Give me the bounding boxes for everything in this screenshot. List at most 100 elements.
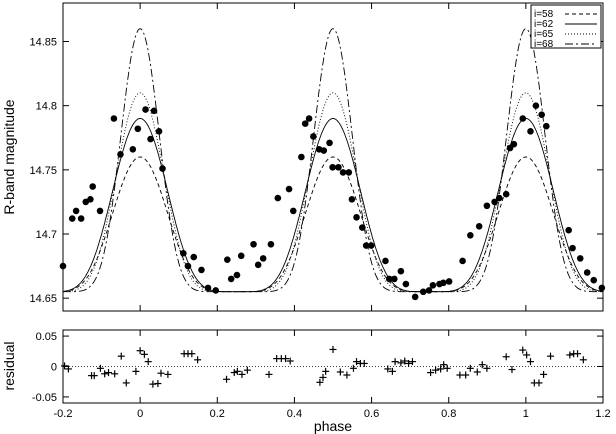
residual-point — [432, 366, 440, 374]
residual-point — [579, 356, 587, 364]
residual-point — [96, 364, 104, 372]
residual-point — [437, 365, 445, 373]
observed-point — [502, 190, 510, 198]
observed-point — [237, 252, 245, 260]
observed-point — [510, 140, 518, 148]
residual-point — [164, 370, 172, 378]
residual-point — [547, 352, 555, 360]
observed-point — [335, 163, 342, 171]
observed-point — [204, 284, 212, 292]
observed-point — [483, 202, 491, 210]
residual-point — [238, 370, 246, 378]
observed-point — [425, 287, 433, 294]
observed-point — [475, 223, 483, 230]
y-tick-label: 14.85 — [29, 37, 57, 49]
residual-point — [397, 359, 405, 367]
residual-point — [286, 357, 294, 365]
observed-point — [150, 107, 158, 115]
observed-point — [301, 120, 309, 127]
observed-point — [72, 207, 80, 215]
y-tick-label: 14.65 — [29, 293, 57, 305]
observed-point — [180, 249, 187, 257]
legend-label: i=65 — [534, 29, 554, 40]
observed-point — [117, 151, 124, 158]
observed-point — [391, 275, 398, 283]
residual-point — [478, 361, 486, 369]
residual-point — [194, 356, 202, 364]
y-tick-label: 14.8 — [36, 101, 57, 113]
residual-point — [519, 346, 527, 354]
residual-point — [336, 368, 344, 376]
residual-point — [149, 380, 157, 388]
residual-point — [473, 368, 481, 376]
residual-point — [101, 370, 109, 378]
residual-point — [384, 365, 392, 373]
legend-box — [530, 4, 602, 49]
observed-point — [583, 269, 591, 276]
observed-point — [259, 255, 267, 262]
residual-point — [105, 369, 113, 377]
observed-point — [543, 122, 550, 130]
observed-point — [320, 147, 328, 154]
observed-point — [576, 255, 584, 262]
observed-point — [59, 262, 67, 270]
observed-point — [495, 194, 503, 202]
residual-point — [243, 366, 251, 374]
residual-point — [502, 353, 510, 361]
residual-point — [61, 362, 69, 370]
x-tick-label: 1 — [523, 408, 529, 420]
observed-point — [155, 128, 163, 135]
observed-point — [440, 279, 447, 287]
residual-point — [574, 350, 582, 358]
observed-point — [289, 207, 297, 215]
residual-point — [188, 350, 196, 358]
observed-point — [198, 266, 205, 274]
observed-point — [227, 275, 235, 283]
observed-point — [590, 276, 598, 284]
model-curve-i68 — [63, 28, 603, 293]
observed-point — [142, 106, 149, 113]
residual-point — [117, 352, 125, 360]
residual-point — [526, 358, 534, 366]
observed-point — [298, 153, 305, 161]
residual-point — [265, 370, 273, 378]
legend-label: i=58 — [534, 9, 554, 20]
observed-point — [429, 282, 437, 289]
observed-point — [305, 115, 313, 122]
observed-point — [250, 240, 257, 248]
residual-point — [316, 378, 324, 386]
observed-point — [519, 115, 527, 122]
observed-point — [96, 207, 104, 215]
observed-point — [538, 111, 545, 118]
residual-point — [136, 347, 144, 355]
observed-point — [129, 146, 137, 153]
observed-point — [339, 169, 347, 176]
residual-point — [440, 361, 448, 369]
y-axis-title-residual: residual — [1, 341, 17, 390]
observed-point — [411, 293, 419, 301]
x-tick-label: 0.8 — [441, 408, 456, 420]
observed-point — [254, 261, 262, 269]
observed-point — [565, 226, 572, 234]
observed-point — [459, 257, 466, 265]
top-frame — [62, 2, 604, 312]
residual-point — [230, 369, 238, 377]
residual-point — [140, 350, 148, 358]
legend-label: i=62 — [534, 19, 554, 30]
residual-y-tick-label: -0.05 — [32, 392, 57, 404]
residual-point — [391, 358, 399, 366]
light-curve-panel: 14.65 14.7 14.75 14.8 14.85 i=58i=62i=65i=68 — [29, 2, 606, 312]
observed-point — [491, 198, 498, 206]
x-tick-label: 0.6 — [364, 408, 379, 420]
x-tick-label: 0.2 — [210, 408, 225, 420]
residual-point — [353, 358, 361, 366]
observed-point — [569, 244, 576, 252]
observed-point — [382, 257, 389, 265]
observed-point — [87, 196, 94, 203]
observed-point — [134, 125, 142, 133]
observed-point — [184, 262, 192, 270]
residual-point — [349, 364, 357, 372]
residual-point — [508, 366, 516, 374]
observed-point — [362, 242, 370, 249]
x-tick-label: 1.2 — [595, 408, 610, 420]
